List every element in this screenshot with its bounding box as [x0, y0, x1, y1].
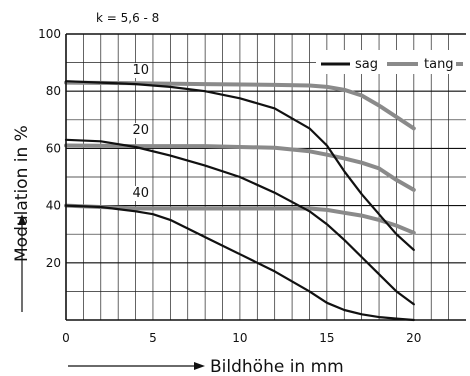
series-line	[64, 143, 416, 192]
curve-label-background	[129, 186, 152, 202]
curve-labels: 10 20 40	[129, 63, 152, 202]
x-tick-label: 20	[406, 331, 421, 345]
grid	[66, 34, 466, 320]
legend-label-tang: tang	[424, 57, 454, 72]
series-line	[64, 204, 415, 322]
x-axis-title: Bildhöhe in mm	[210, 357, 344, 376]
curve-label-background	[129, 63, 152, 79]
x-axis-arrow-head	[194, 362, 205, 370]
axes	[65, 33, 466, 321]
y-axis-title: Modulation in %	[12, 125, 32, 262]
x-tick-label: 10	[232, 331, 247, 345]
y-tick-label: 20	[46, 256, 61, 270]
tick-labels: 0 5 10 15 20 20 40 60 80 100	[38, 27, 421, 345]
y-tick-label: 100	[38, 27, 61, 41]
x-tick-label: 15	[319, 331, 334, 345]
curves	[64, 80, 416, 322]
curve-label: 20	[133, 123, 150, 138]
legend: sag tang	[316, 50, 467, 74]
series-line	[64, 80, 415, 251]
curve-label-background	[129, 123, 152, 139]
series-line	[64, 80, 416, 131]
series-line	[64, 138, 415, 306]
y-tick-label: 80	[46, 84, 61, 98]
legend-label-sag: sag	[355, 57, 378, 72]
curve-label: 10	[133, 63, 150, 78]
y-axis-arrow-head	[18, 214, 26, 225]
x-tick-label: 5	[149, 331, 157, 345]
curve-label: 40	[133, 186, 150, 201]
y-tick-label: 40	[46, 199, 61, 213]
y-tick-label: 60	[46, 141, 61, 155]
x-tick-label: 0	[62, 331, 70, 345]
condition-annotation: k = 5,6 - 8	[96, 11, 159, 25]
